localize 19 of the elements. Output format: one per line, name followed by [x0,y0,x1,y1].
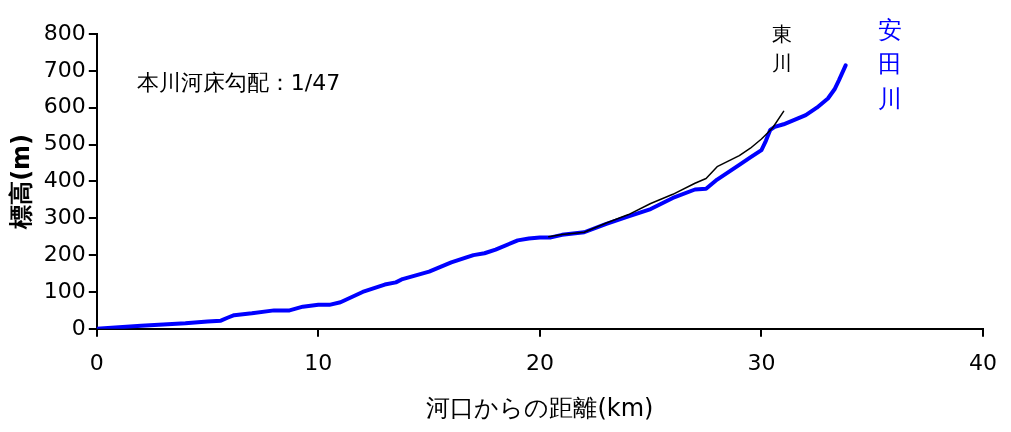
y-tick-label: 300 [43,203,86,229]
x-tick-label: 30 [747,349,776,375]
series-label: 安田川 [877,15,902,114]
x-tick-label: 20 [525,349,554,375]
y-axis-title: 標高(m) [6,133,35,230]
y-tick-label: 800 [43,19,86,45]
y-tick-label: 600 [43,93,86,119]
x-tick-label: 40 [969,349,997,375]
x-tick-label: 0 [89,349,104,375]
annotation: 本川河床勾配：1/47 [136,69,341,95]
y-tick-label: 700 [43,56,86,82]
x-tick-label: 10 [304,349,333,375]
series-label: 東川 [771,21,792,75]
y-tick-label: 0 [71,314,86,340]
y-tick-label: 500 [43,130,86,156]
x-axis-title: 河口からの距離(km) [426,393,654,422]
y-tick-label: 100 [43,277,86,303]
y-tick-label: 400 [43,167,86,193]
y-tick-label: 200 [43,240,86,266]
